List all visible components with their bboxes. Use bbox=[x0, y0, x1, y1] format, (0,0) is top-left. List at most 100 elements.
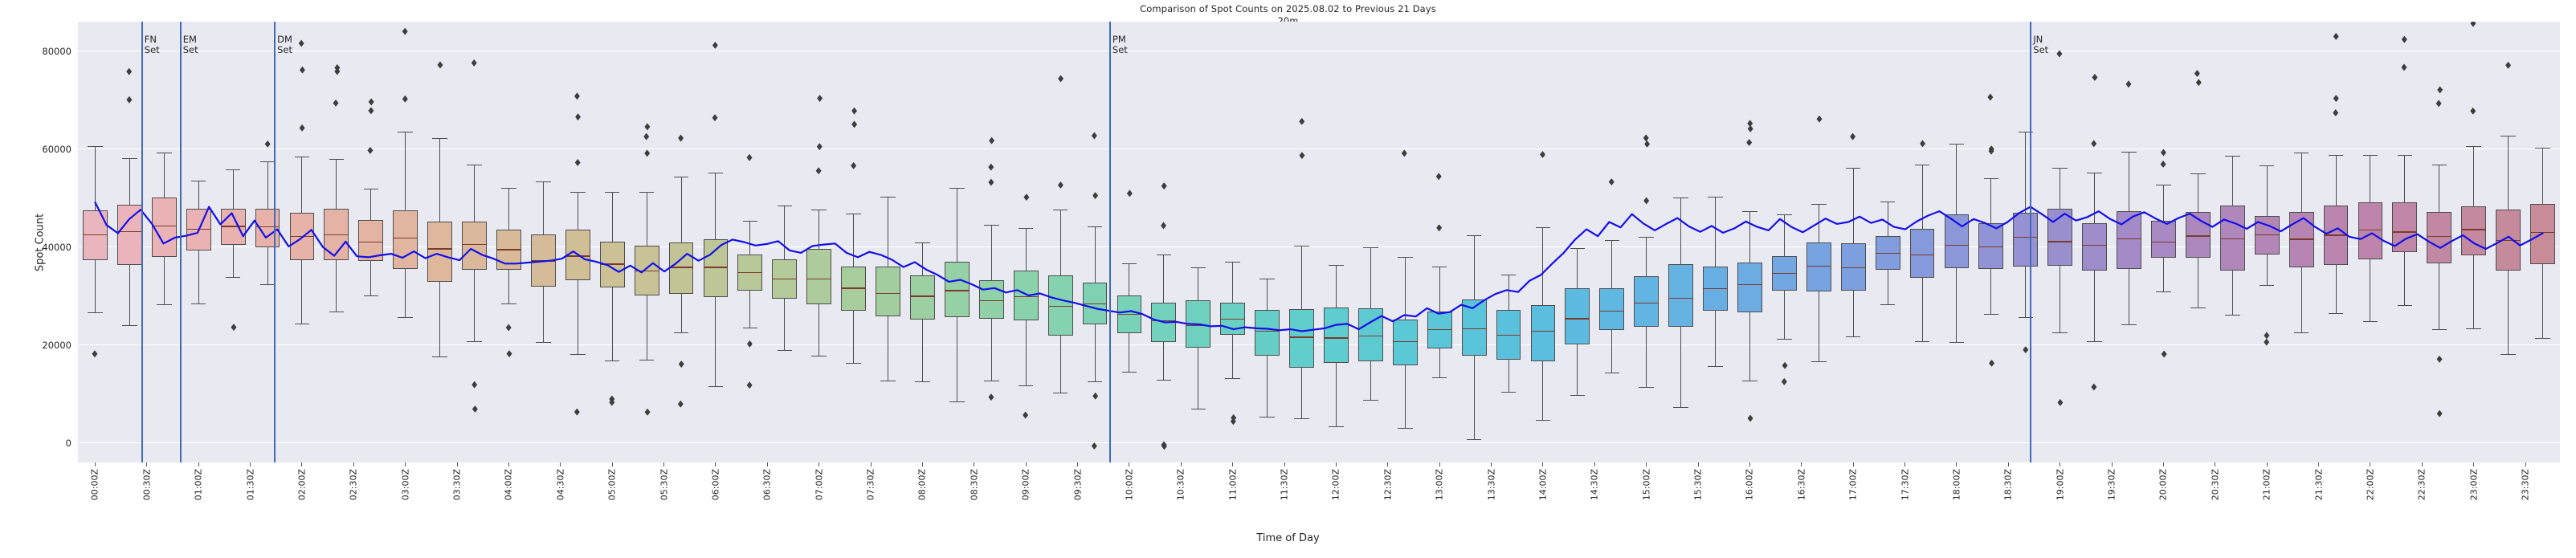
x-tick-mark bbox=[1025, 462, 1027, 466]
whisker-cap bbox=[1087, 381, 1103, 383]
x-tick: 09:00Z bbox=[1021, 462, 1031, 551]
flier-point bbox=[2505, 61, 2512, 69]
whisker-cap bbox=[708, 386, 724, 388]
x-tick-mark bbox=[250, 462, 251, 466]
x-tick-label: 15:30Z bbox=[1692, 469, 1704, 501]
x-tick-label: 12:00Z bbox=[1330, 469, 1341, 501]
whisker-cap bbox=[432, 356, 447, 357]
x-tick: 17:00Z bbox=[1848, 462, 1859, 551]
flier-point bbox=[368, 98, 374, 106]
x-tick-mark bbox=[2473, 462, 2475, 466]
x-tick-label: 03:30Z bbox=[451, 469, 463, 501]
whisker-cap bbox=[2328, 313, 2344, 315]
x-tick: 07:00Z bbox=[814, 462, 824, 551]
box-median bbox=[1875, 252, 1900, 255]
box-median bbox=[324, 234, 349, 236]
box-median bbox=[1151, 320, 1177, 321]
flier-point bbox=[1920, 140, 1925, 148]
x-tick-mark bbox=[2266, 462, 2268, 466]
whisker-cap bbox=[880, 197, 896, 198]
flier-point bbox=[1435, 173, 1442, 181]
x-tick: 22:30Z bbox=[2417, 462, 2427, 551]
x-tick-mark bbox=[1439, 462, 1440, 466]
x-tick: 17:30Z bbox=[1900, 462, 1910, 551]
flier-point bbox=[505, 324, 512, 332]
flier-point bbox=[1230, 417, 1236, 426]
x-tick: 22:00Z bbox=[2365, 462, 2375, 551]
x-tick: 01:00Z bbox=[194, 462, 204, 551]
whisker-cap bbox=[1639, 236, 1654, 238]
whisker-cap bbox=[915, 381, 930, 383]
x-tick-mark bbox=[2111, 462, 2113, 466]
x-tick-label: 10:30Z bbox=[1175, 469, 1186, 501]
whisker-cap bbox=[2500, 353, 2516, 355]
x-tick-label: 05:30Z bbox=[659, 469, 670, 501]
x-tick-label: 17:30Z bbox=[1900, 469, 1911, 501]
box bbox=[358, 219, 384, 262]
whisker-cap bbox=[2121, 324, 2137, 325]
flier-point bbox=[2160, 160, 2166, 168]
whisker-cap bbox=[1570, 247, 1586, 249]
whisker-cap bbox=[1535, 419, 1551, 421]
x-tick-label: 17:00Z bbox=[1847, 469, 1859, 501]
box-median bbox=[1737, 283, 1762, 285]
x-tick: 23:30Z bbox=[2521, 462, 2531, 551]
annotation-line bbox=[141, 22, 143, 462]
box-median bbox=[116, 230, 142, 232]
x-tick-mark bbox=[560, 462, 561, 466]
whisker-cap bbox=[604, 360, 620, 362]
x-tick: 10:00Z bbox=[1124, 462, 1134, 551]
whisker-cap bbox=[1914, 340, 1930, 342]
x-tick-label: 22:00Z bbox=[2365, 469, 2376, 501]
x-tick: 13:00Z bbox=[1435, 462, 1445, 551]
box-median bbox=[1255, 330, 1280, 332]
x-tick-label: 02:00Z bbox=[296, 469, 308, 501]
flier-point bbox=[92, 350, 98, 358]
flier-point bbox=[437, 61, 443, 69]
annotation-line bbox=[179, 22, 182, 462]
x-tick-label: 18:30Z bbox=[2002, 469, 2014, 501]
whisker-cap bbox=[915, 242, 930, 243]
whisker-cap bbox=[673, 332, 689, 334]
whisker-cap bbox=[1363, 247, 1378, 249]
whisker-cap bbox=[1777, 214, 1792, 216]
flier-point bbox=[2401, 35, 2407, 43]
box bbox=[1530, 304, 1556, 361]
flier-point bbox=[2470, 22, 2476, 27]
x-tick-mark bbox=[1594, 462, 1595, 466]
flier-point bbox=[2125, 80, 2132, 88]
whisker-cap bbox=[1466, 438, 1482, 440]
whisker-cap bbox=[2431, 328, 2447, 330]
flier-point bbox=[1092, 392, 1099, 400]
box bbox=[1151, 303, 1177, 343]
flier-point bbox=[2194, 69, 2200, 77]
x-tick-label: 19:30Z bbox=[2106, 469, 2117, 501]
box bbox=[1909, 228, 1935, 278]
whisker-cap bbox=[329, 159, 345, 161]
flier-point bbox=[816, 143, 823, 151]
x-tick-label: 00:00Z bbox=[89, 469, 100, 501]
x-tick-label: 20:30Z bbox=[2210, 469, 2221, 501]
whisker-cap bbox=[1156, 379, 1172, 381]
whisker-cap bbox=[2156, 291, 2171, 292]
flier-point bbox=[1608, 178, 1615, 186]
box-median bbox=[1944, 244, 1970, 246]
whisker-cap bbox=[122, 325, 137, 327]
flier-point bbox=[1058, 75, 1064, 83]
annotation-label: FN Set bbox=[144, 34, 160, 55]
x-tick-mark bbox=[1491, 462, 1492, 466]
whisker-cap bbox=[2328, 155, 2344, 157]
box bbox=[2254, 216, 2280, 255]
box bbox=[255, 209, 280, 247]
x-tick-mark bbox=[1335, 462, 1337, 466]
flier-point bbox=[678, 134, 684, 142]
box-median bbox=[876, 292, 900, 295]
x-tick-mark bbox=[1284, 462, 1285, 466]
box bbox=[1806, 242, 1831, 291]
box-median bbox=[2254, 234, 2280, 235]
flier-point bbox=[334, 67, 341, 75]
flier-point bbox=[298, 39, 304, 47]
x-tick-mark bbox=[1956, 462, 1958, 466]
x-tick: 04:00Z bbox=[504, 462, 514, 551]
box-median bbox=[1392, 340, 1418, 342]
